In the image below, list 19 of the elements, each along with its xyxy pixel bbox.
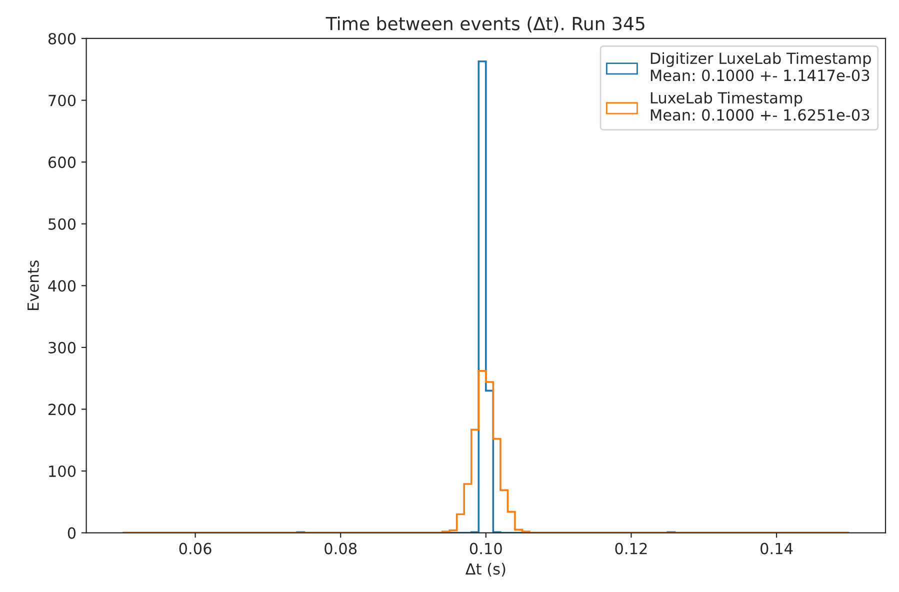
y-axis-title: Events	[28, 260, 39, 310]
y-tick-label: 100	[49, 465, 76, 478]
y-tick-label: 0	[68, 527, 76, 539]
x-axis-title: Δt (s)	[465, 562, 506, 576]
y-tick-label: 500	[48, 218, 76, 230]
x-tick-label: 0.06	[179, 542, 212, 554]
legend-label: LuxeLab Timestamp Mean: 0.1000 +- 1.6251e-03	[650, 92, 870, 121]
x-tick-label: 0.08	[324, 542, 357, 554]
chart-title: Time between events (Δt). Run 345	[326, 16, 644, 33]
y-tick-label: 700	[48, 94, 76, 106]
y-tick-label: 200	[48, 404, 76, 416]
y-tick-label: 800	[48, 32, 76, 44]
y-tick-label: 400	[48, 280, 76, 292]
x-tick-label: 0.14	[760, 542, 793, 554]
legend-label: Digitizer LuxeLab Timestamp Mean: 0.1000 +- 1.1417e-03	[650, 52, 871, 82]
x-tick-label: 0.12	[615, 542, 647, 554]
y-tick-label: 600	[48, 156, 76, 168]
y-tick-label: 300	[48, 342, 76, 354]
x-tick-label: 0.10	[470, 542, 502, 554]
